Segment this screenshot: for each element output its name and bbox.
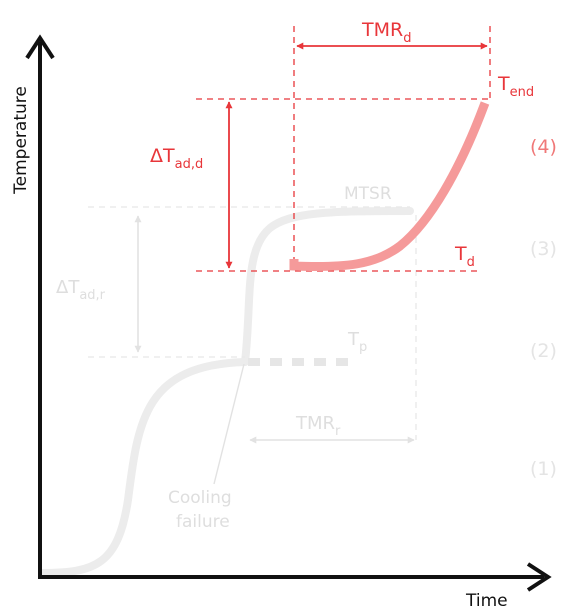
- t-end-label: Tend: [497, 73, 534, 100]
- level-4-label: (4): [530, 136, 557, 158]
- delta-t-ad-d-label: ΔTad,d: [150, 145, 203, 172]
- t-d-label: Td: [454, 243, 475, 270]
- tmr-r-label: TMRr: [295, 413, 341, 439]
- level-1-label: (1): [530, 458, 557, 480]
- level-2-label: (2): [530, 340, 557, 362]
- active-layer: TMRd Tend ΔTad,d Td: [150, 19, 534, 272]
- y-axis-label: Temperature: [11, 86, 31, 195]
- process-temperature-curve: [38, 358, 249, 577]
- criticality-levels: (4) (3) (2) (1): [530, 136, 557, 480]
- level-3-label: (3): [530, 238, 557, 260]
- axes: Temperature Time: [11, 34, 552, 610]
- t-p-label: Tp: [347, 329, 367, 355]
- decomposition-temperature-curve: [289, 101, 490, 272]
- cooling-failure-label-line1: Cooling: [168, 488, 232, 508]
- y-axis-arrowhead: [25, 34, 55, 60]
- mtsr-label: MTSR: [344, 184, 392, 204]
- delta-t-ad-r-label: ΔTad,r: [56, 277, 106, 303]
- x-axis-arrowhead: [526, 562, 552, 592]
- cooling-failure-label-line2: failure: [176, 512, 230, 532]
- x-axis-label: Time: [465, 591, 508, 610]
- faded-layer: MTSR ΔTad,r Tp TMRr Cooling failure: [38, 184, 417, 577]
- tmr-d-label: TMRd: [361, 19, 411, 46]
- adiabatic-rise-curve: [241, 207, 414, 366]
- cooling-failure-pointer: [213, 363, 245, 485]
